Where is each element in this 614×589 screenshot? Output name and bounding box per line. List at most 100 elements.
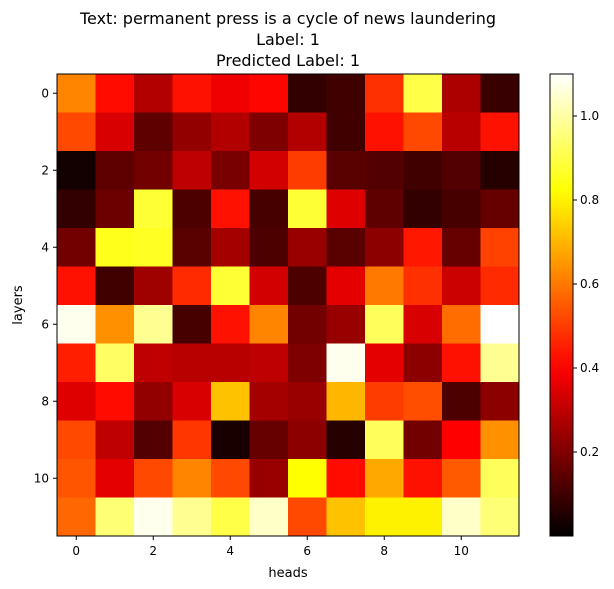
heatmap-cell — [249, 266, 289, 306]
heatmap-cell — [172, 343, 212, 383]
heatmap-cell — [480, 228, 520, 267]
heatmap-cell — [442, 459, 481, 498]
heatmap-cell — [480, 343, 520, 383]
heatmap-cell — [288, 420, 327, 460]
heatmap-cell — [442, 228, 481, 267]
heatmap-cell — [326, 266, 366, 306]
y-tick-label: 10 — [34, 471, 49, 485]
heatmap-cells — [57, 74, 520, 537]
heatmap-cell — [134, 459, 173, 498]
heatmap-cell — [403, 343, 443, 383]
heatmap-cell — [442, 497, 481, 537]
heatmap-cell — [326, 228, 366, 267]
heatmap-cell — [365, 382, 404, 421]
heatmap-cell — [172, 189, 212, 229]
heatmap-cell — [365, 112, 404, 152]
heatmap-cell — [172, 497, 212, 537]
title-line: Text: permanent press is a cycle of news… — [79, 9, 496, 28]
heatmap-cell — [480, 459, 520, 498]
y-tick-label: 2 — [41, 163, 49, 177]
title-line: Label: 1 — [256, 30, 320, 49]
heatmap-cell — [172, 305, 212, 344]
x-axis-ticks: 0 2 4 6 8 10 — [72, 536, 469, 558]
heatmap-cell — [134, 305, 173, 344]
colorbar-tick-label: 0.2 — [580, 445, 599, 459]
x-tick-label: 0 — [72, 544, 80, 558]
heatmap-cell — [57, 112, 96, 152]
heatmap-cell — [403, 382, 443, 421]
y-tick-label: 8 — [41, 394, 49, 408]
heatmap-cell — [288, 189, 327, 229]
heatmap-cell — [480, 112, 520, 152]
plot-frame — [56, 73, 520, 537]
heatmap-cell — [95, 343, 135, 383]
heatmap-cell — [365, 459, 404, 498]
heatmap-cell — [172, 151, 212, 190]
heatmap-cell — [442, 74, 481, 113]
heatmap-cell — [95, 74, 135, 113]
heatmap-cell — [211, 151, 250, 190]
x-tick-label: 6 — [303, 544, 311, 558]
colorbar-tick-label: 0.4 — [580, 361, 599, 375]
heatmap-cell — [57, 459, 96, 498]
y-tick-label: 6 — [41, 317, 49, 331]
heatmap-cell — [288, 112, 327, 152]
x-tick-label: 4 — [226, 544, 234, 558]
heatmap-cell — [172, 228, 212, 267]
heatmap-cell — [365, 228, 404, 267]
heatmap-cell — [480, 420, 520, 460]
heatmap-cell — [211, 382, 250, 421]
heatmap-cell — [95, 305, 135, 344]
heatmap-cell — [134, 151, 173, 190]
heatmap-cell — [365, 343, 404, 383]
heatmap-cell — [211, 459, 250, 498]
heatmap-cell — [134, 420, 173, 460]
y-axis-label: layers — [11, 285, 26, 325]
heatmap-cell — [403, 74, 443, 113]
heatmap-cell — [288, 459, 327, 498]
heatmap-cell — [249, 189, 289, 229]
heatmap-cell — [249, 382, 289, 421]
heatmap-cell — [134, 497, 173, 537]
heatmap-cell — [172, 74, 212, 113]
heatmap-cell — [403, 189, 443, 229]
heatmap-cell — [57, 189, 96, 229]
heatmap-cell — [365, 305, 404, 344]
heatmap-cell — [442, 151, 481, 190]
heatmap-cell — [480, 266, 520, 306]
heatmap-cell — [134, 382, 173, 421]
y-tick-label: 0 — [41, 86, 49, 100]
heatmap-cell — [403, 497, 443, 537]
heatmap-cell — [403, 420, 443, 460]
heatmap-cell — [480, 305, 520, 344]
heatmap-cell — [172, 382, 212, 421]
heatmap-cell — [57, 343, 96, 383]
heatmap-cell — [442, 305, 481, 344]
heatmap-cell — [211, 266, 250, 306]
heatmap-cell — [288, 497, 327, 537]
heatmap-cell — [288, 305, 327, 344]
heatmap-cell — [172, 112, 212, 152]
heatmap-cell — [95, 266, 135, 306]
heatmap-cell — [249, 343, 289, 383]
x-tick-label: 8 — [380, 544, 388, 558]
heatmap-cell — [249, 497, 289, 537]
heatmap-cell — [249, 74, 289, 113]
heatmap-cell — [95, 228, 135, 267]
heatmap-cell — [480, 74, 520, 113]
heatmap-cell — [442, 266, 481, 306]
heatmap-cell — [57, 228, 96, 267]
heatmap-cell — [365, 266, 404, 306]
colorbar — [549, 73, 574, 537]
heatmap-cell — [288, 343, 327, 383]
heatmap-cell — [326, 112, 366, 152]
heatmap-cell — [403, 266, 443, 306]
heatmap-cell — [211, 228, 250, 267]
heatmap-cell — [326, 74, 366, 113]
heatmap-cell — [365, 497, 404, 537]
heatmap-cell — [57, 151, 96, 190]
heatmap-cell — [442, 382, 481, 421]
colorbar-tick-label: 1.0 — [580, 109, 599, 123]
heatmap-cell — [442, 420, 481, 460]
